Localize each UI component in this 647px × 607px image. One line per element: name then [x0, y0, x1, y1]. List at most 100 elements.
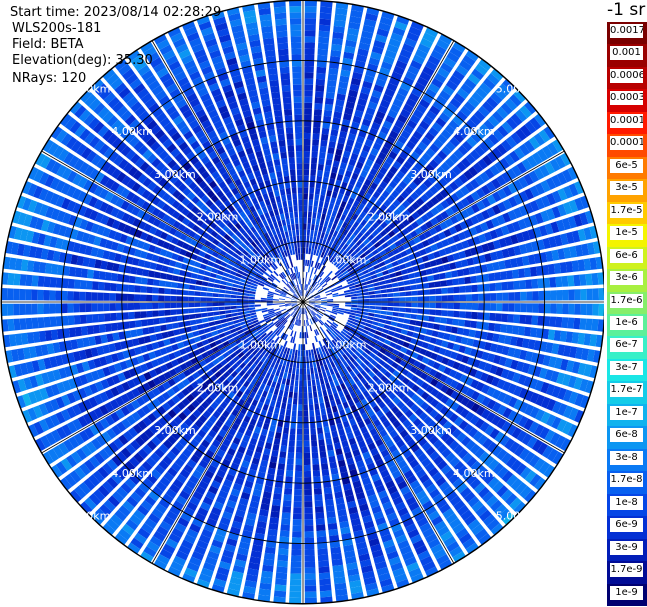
ray-gate-cell [397, 114, 408, 124]
ray-gate-cell [421, 168, 431, 178]
ray-gate-cell [513, 385, 523, 397]
ray-gate-cell [248, 506, 258, 515]
ray-gate-cell [303, 265, 305, 272]
ray-gate-cell [304, 573, 316, 580]
ray-gate-cell [406, 371, 414, 380]
ray-gate-cell [544, 429, 556, 443]
ray-gate-cell [496, 174, 507, 186]
ray-gate-cell [402, 175, 412, 185]
ray-gate-cell [236, 305, 243, 309]
ray-gate-cell [291, 288, 296, 293]
ray-gate-cell [415, 277, 423, 284]
ray-gate-cell [284, 366, 289, 373]
ray-gate-cell [354, 341, 362, 348]
ray-gate-cell [538, 303, 545, 314]
ray-gate-cell [367, 408, 375, 417]
ray-gate-cell [254, 304, 261, 307]
ray-gate-cell [515, 463, 527, 476]
ray-gate-cell [331, 37, 343, 46]
ray-gate-cell [332, 564, 344, 573]
ray-gate-cell [330, 236, 336, 243]
ray-gate-cell [349, 178, 357, 186]
ray-gate-cell [387, 346, 395, 353]
ray-gate-cell [324, 322, 330, 328]
ray-gate-cell [388, 38, 401, 48]
ray-gate-cell [329, 540, 341, 549]
ray-gate-cell [355, 491, 366, 500]
ray-gate-cell [308, 199, 314, 206]
ray-gate-cell [541, 264, 550, 276]
ray-gate-cell [415, 490, 427, 501]
ray-gate-cell [217, 270, 224, 276]
ray-gate-cell [319, 319, 325, 325]
ray-gate-cell [189, 278, 197, 285]
ray-gate-cell [146, 310, 153, 318]
ray-gate-cell [158, 310, 165, 317]
ray-gate-cell [435, 214, 444, 223]
ray-gate-cell [314, 494, 323, 501]
ray-gate-cell [433, 548, 447, 560]
ray-gate-cell [243, 454, 252, 463]
ray-gate-cell [164, 295, 171, 302]
ray-gate-cell [533, 458, 546, 471]
ray-gate-cell [459, 294, 467, 301]
ray-gate-cell [386, 335, 393, 341]
ray-gate-cell [91, 303, 98, 312]
ray-gate-cell [67, 303, 74, 313]
ray-gate-cell [352, 186, 360, 194]
ray-gate-cell [449, 181, 459, 191]
ray-gate-cell [363, 298, 370, 302]
ray-gate-cell [387, 109, 398, 119]
ray-gate-cell [310, 422, 316, 429]
ray-gate-cell [475, 381, 485, 392]
ray-gate-cell [304, 567, 316, 574]
ray-gate-cell [331, 405, 338, 413]
ray-gate-cell [540, 381, 550, 394]
ray-gate-cell [506, 168, 517, 180]
ray-gate-cell [336, 287, 344, 291]
ray-gate-cell [457, 363, 467, 373]
ray-gate-cell [372, 221, 380, 229]
ray-gate-cell [317, 312, 324, 317]
ray-gate-cell [283, 421, 290, 429]
ray-gate-cell [350, 152, 359, 161]
ray-gate-cell [425, 88, 437, 99]
ray-gate-cell [369, 305, 376, 310]
ray-gate-cell [367, 283, 374, 288]
ray-gate-cell [547, 448, 559, 462]
ray-gate-cell [506, 117, 518, 130]
ray-gate-cell [419, 473, 430, 484]
ray-gate-cell [404, 336, 412, 343]
ray-gate-cell [350, 291, 357, 295]
ray-gate-cell [276, 426, 283, 434]
ray-gate-cell [365, 12, 378, 22]
ray-gate-cell [307, 380, 312, 387]
ray-gate-cell [219, 516, 231, 526]
ray-gate-cell [415, 125, 427, 136]
ray-gate-cell [336, 239, 343, 247]
ray-gate-cell [429, 309, 436, 316]
ray-gate-cell [435, 288, 442, 295]
ray-gate-cell [465, 153, 476, 165]
ray-gate-cell [400, 485, 411, 496]
ray-gate-cell [440, 210, 449, 220]
ray-gate-cell [308, 349, 312, 356]
ray-gate-cell [304, 120, 312, 127]
ray-gate-cell [537, 278, 545, 289]
ray-gate-cell [567, 317, 575, 329]
ray-gate-cell [213, 288, 220, 293]
ray-gate-cell [379, 280, 386, 286]
ray-gate-cell [215, 324, 223, 330]
ray-gate-cell [336, 212, 342, 219]
ray-gate-cell [402, 341, 410, 348]
ray-gate-cell [182, 302, 189, 308]
ray-gate-cell [291, 410, 297, 417]
ray-gate-cell [279, 371, 284, 378]
ray-gate-cell [403, 434, 413, 444]
ray-gate-cell [324, 337, 330, 344]
ray-gate-cell [352, 335, 359, 341]
ray-gate-cell [387, 306, 394, 311]
ray-gate-cell [488, 272, 496, 282]
ray-gate-cell [450, 244, 458, 253]
ray-gate-cell [524, 202, 534, 214]
